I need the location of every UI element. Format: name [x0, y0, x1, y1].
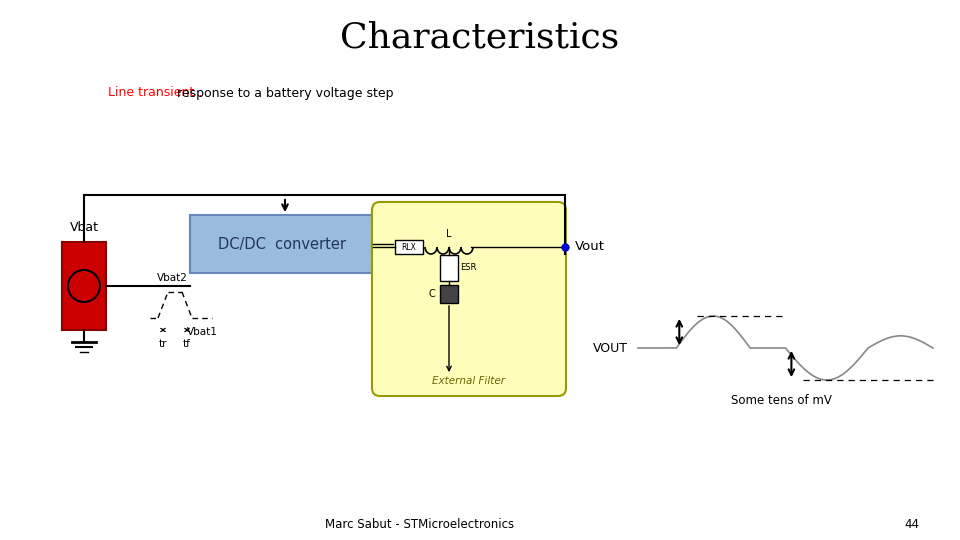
Text: C: C: [428, 289, 435, 299]
Text: Vbat1: Vbat1: [186, 327, 217, 337]
Text: DC/DC  converter: DC/DC converter: [218, 237, 346, 252]
Circle shape: [68, 270, 100, 302]
Text: tf: tf: [183, 339, 191, 349]
Text: Some tens of mV: Some tens of mV: [731, 394, 831, 407]
Text: Vout: Vout: [575, 240, 605, 253]
Bar: [190, 215, 373, 273]
Bar: [395, 240, 423, 254]
Text: VOUT: VOUT: [593, 341, 628, 354]
Text: L: L: [446, 229, 452, 239]
Text: Line transient :: Line transient :: [108, 86, 203, 99]
Bar: [440, 255, 458, 281]
Text: Characteristics: Characteristics: [341, 21, 619, 55]
Bar: [440, 285, 458, 303]
Text: Vbat: Vbat: [69, 221, 99, 234]
FancyBboxPatch shape: [372, 202, 566, 396]
Text: Marc Sabut - STMicroelectronics: Marc Sabut - STMicroelectronics: [325, 517, 515, 530]
Text: Vbat2: Vbat2: [156, 273, 187, 283]
Text: RLX: RLX: [401, 242, 417, 252]
Bar: [62, 242, 106, 330]
Text: ESR: ESR: [460, 264, 476, 273]
Text: response to a battery voltage step: response to a battery voltage step: [173, 86, 394, 99]
Text: tr: tr: [158, 339, 167, 349]
Text: 44: 44: [904, 517, 920, 530]
Text: External Filter: External Filter: [433, 376, 506, 386]
